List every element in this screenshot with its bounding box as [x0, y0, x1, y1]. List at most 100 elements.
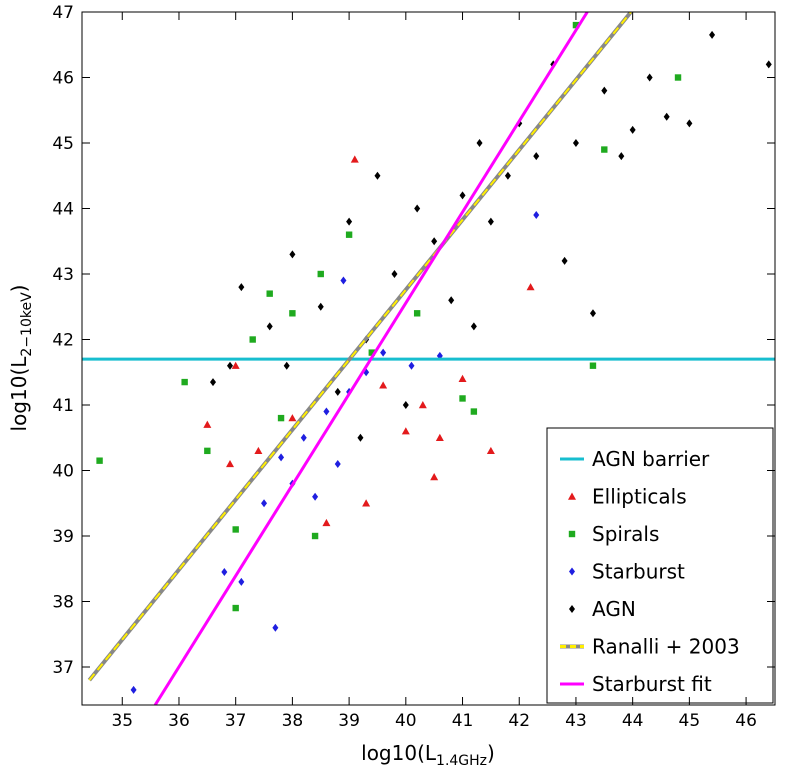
x-tick-label: 43	[565, 711, 587, 731]
data-point	[418, 401, 427, 409]
data-point	[322, 518, 331, 527]
legend-marker	[568, 530, 576, 538]
legend-label: Ranalli + 2003	[592, 635, 740, 659]
x-tick-label: 40	[395, 711, 417, 731]
data-point	[589, 309, 596, 318]
data-point	[663, 112, 670, 121]
legend-marker	[569, 567, 575, 576]
fit-line	[88, 12, 632, 681]
data-point	[238, 283, 245, 292]
legend-label: Spirals	[592, 522, 659, 546]
legend-marker	[568, 492, 576, 500]
x-tick-label: 38	[282, 711, 304, 731]
legend-label: Starburst fit	[592, 672, 712, 696]
data-point	[401, 427, 410, 435]
data-point	[130, 685, 137, 694]
x-tick-label: 42	[508, 711, 530, 731]
data-point	[261, 499, 268, 508]
data-point	[221, 568, 228, 577]
data-point	[350, 155, 359, 163]
data-point	[629, 125, 636, 134]
data-point	[380, 348, 387, 357]
data-point	[458, 374, 467, 383]
y-tick-label: 45	[52, 134, 74, 154]
y-tick-label: 44	[52, 200, 74, 220]
data-point	[379, 381, 388, 389]
data-point	[317, 270, 324, 278]
y-axis-label: log10(L2−10keV)	[7, 285, 35, 432]
data-point	[589, 362, 597, 369]
legend-box	[546, 427, 774, 704]
data-point	[334, 387, 341, 396]
data-point	[283, 361, 290, 370]
data-point	[272, 623, 279, 632]
y-tick-label: 47	[52, 3, 74, 23]
data-point	[430, 473, 439, 481]
data-point	[249, 336, 256, 343]
data-point	[561, 256, 568, 265]
y-tick-label: 41	[52, 396, 74, 416]
data-point	[254, 446, 263, 455]
plot-frame	[81, 11, 776, 706]
data-point	[448, 296, 455, 305]
data-point	[431, 237, 438, 246]
x-tick-label: 37	[225, 711, 247, 731]
y-label-text: log10(L	[7, 356, 31, 432]
data-point	[435, 433, 444, 441]
legend-label: Ellipticals	[592, 485, 687, 509]
data-point	[374, 171, 381, 180]
x-label-text: log10(L	[361, 741, 437, 765]
x-tick-label: 36	[168, 711, 190, 731]
data-point	[601, 86, 608, 95]
data-point	[765, 60, 772, 69]
data-point	[572, 139, 579, 148]
data-point	[266, 290, 273, 297]
data-point	[210, 378, 217, 387]
legend-label: Starburst	[592, 560, 685, 584]
data-point	[232, 604, 239, 612]
legend-marker	[569, 605, 575, 613]
data-point	[311, 532, 319, 540]
data-point	[459, 191, 466, 200]
data-point	[533, 211, 540, 220]
data-point	[226, 459, 235, 468]
data-point	[238, 577, 245, 586]
data-point	[526, 283, 535, 291]
data-point	[487, 217, 494, 226]
fit-line	[153, 12, 589, 705]
legend-label: AGN	[592, 597, 636, 621]
x-tick-label: 45	[679, 711, 701, 731]
y-tick-label: 38	[52, 593, 74, 613]
data-point	[674, 74, 682, 81]
data-point	[231, 361, 240, 369]
y-tick-label: 42	[52, 331, 74, 351]
data-point	[362, 499, 371, 507]
data-point	[686, 119, 693, 128]
data-point	[340, 276, 347, 285]
data-point	[504, 171, 511, 180]
data-point	[232, 526, 239, 533]
data-point	[227, 361, 234, 370]
data-point	[601, 146, 608, 153]
x-label-end: )	[487, 741, 495, 765]
y-label-sub: 2−10keV	[19, 292, 35, 357]
data-point	[317, 302, 324, 311]
y-tick-label: 37	[52, 658, 74, 678]
data-point	[408, 361, 415, 370]
data-point	[486, 446, 495, 455]
x-tick-label: 39	[338, 711, 360, 731]
y-tick-label: 43	[52, 265, 74, 285]
data-point	[618, 152, 625, 161]
data-point	[96, 457, 103, 464]
y-label-end: )	[7, 285, 31, 293]
x-tick-label: 46	[735, 711, 757, 731]
data-point	[476, 139, 483, 148]
data-point	[289, 310, 296, 317]
data-point	[470, 322, 477, 331]
data-point	[470, 408, 478, 415]
data-point	[312, 492, 319, 501]
x-tick-label: 35	[111, 711, 133, 731]
data-point	[459, 395, 466, 402]
data-point	[289, 250, 296, 259]
